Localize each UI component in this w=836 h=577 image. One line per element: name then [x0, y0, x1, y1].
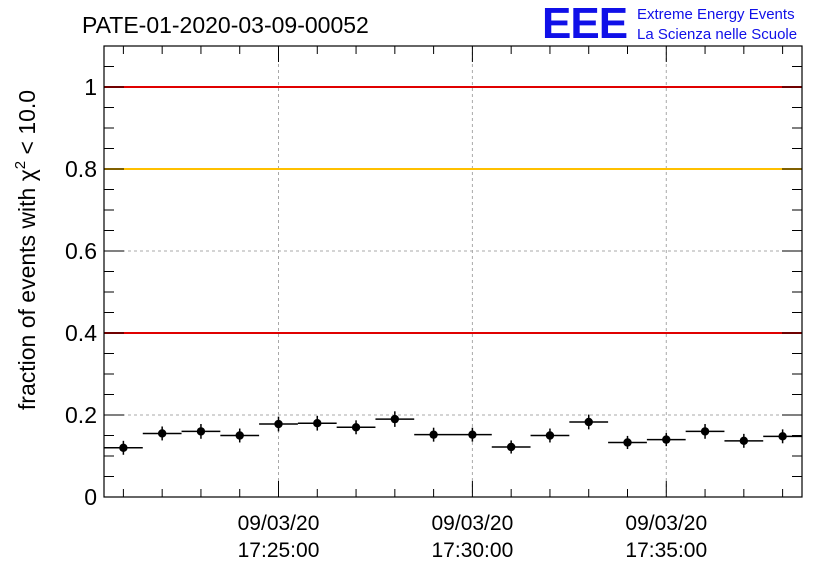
data-point-group [220, 428, 260, 443]
data-point-group [646, 433, 686, 447]
data-point [351, 423, 361, 432]
data-point [313, 419, 322, 428]
data-point-group [724, 433, 764, 448]
data-point-group [414, 427, 453, 442]
data-point [235, 431, 244, 440]
data-point [584, 417, 593, 427]
data-point [700, 427, 710, 436]
data-point [274, 419, 283, 429]
data-point-group [685, 424, 725, 439]
y-axis-label-rest: < 10.0 [14, 90, 40, 161]
data-point-group [763, 429, 802, 444]
data-point-group [530, 428, 570, 443]
data-point [623, 438, 632, 447]
data-points [104, 411, 802, 455]
data-point-group [453, 427, 492, 442]
data-point-group [297, 415, 337, 431]
data-point [506, 442, 516, 452]
y-tick-label: 0.8 [65, 156, 97, 182]
y-tick-label: 1 [84, 74, 97, 100]
y-tick-label: 0.6 [65, 238, 97, 264]
y-tick-label: 0 [84, 484, 97, 510]
data-point [662, 435, 671, 444]
data-point-group [104, 440, 143, 455]
data-point-group [259, 416, 298, 432]
data-point [468, 430, 477, 439]
data-point [390, 414, 400, 424]
x-tick-label-date: 09/03/20 [238, 512, 320, 535]
x-tick-label-time: 17:30:00 [432, 539, 514, 562]
data-point [157, 429, 167, 438]
data-point-group [336, 420, 376, 435]
axes: 0 0.2 0.4 0.6 0.8 1 09/03/20 17:25:00 09/03/20 17… [65, 45, 803, 562]
data-point-group [491, 440, 531, 454]
x-tick-label-time: 17:25:00 [238, 539, 320, 562]
x-tick-label-time: 17:35:00 [625, 539, 707, 562]
data-point [739, 436, 749, 446]
y-tick-label: 0.4 [65, 320, 97, 346]
data-point [429, 430, 438, 439]
logo-line2: La Scienza nelle Scuole [637, 26, 797, 43]
y-axis-label-main: fraction of events with χ [14, 169, 40, 410]
data-point-group [375, 411, 415, 427]
data-point-group [142, 426, 182, 441]
x-tick-label-date: 09/03/20 [432, 512, 514, 535]
data-point-group [569, 414, 609, 430]
data-point-group [608, 435, 647, 450]
data-point [545, 431, 555, 440]
data-point [196, 427, 206, 436]
y-axis-label-superscript: 2 [12, 161, 29, 169]
logo-mark: EEE [542, 0, 627, 48]
x-tick-label-date: 09/03/20 [625, 512, 707, 535]
y-tick-label: 0.2 [65, 402, 97, 428]
y-axis-label: fraction of events with χ2 < 10.0 [12, 90, 40, 410]
chart-title: PATE-01-2020-03-09-00052 [82, 12, 369, 38]
logo: EEE Extreme Energy Events La Scienza nel… [542, 0, 797, 48]
reference-lines [104, 86, 802, 334]
data-point-group [181, 424, 221, 439]
data-point [119, 443, 128, 452]
data-point [778, 432, 787, 441]
logo-line1: Extreme Energy Events [637, 6, 795, 23]
